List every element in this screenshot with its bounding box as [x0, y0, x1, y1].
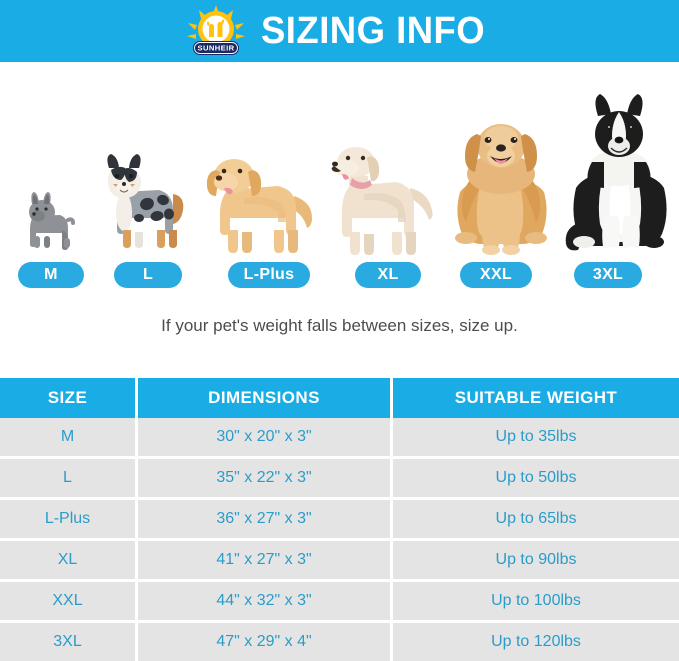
cell-size: 3XL [53, 633, 82, 650]
dog-illustration-strip [0, 62, 679, 258]
dog-border-collie-icon [562, 92, 677, 258]
table-row: XL 41" x 27" x 3" Up to 90lbs [0, 541, 679, 582]
cell-weight: Up to 90lbs [390, 541, 679, 579]
cell-dimensions: 30" x 20" x 3" [135, 418, 390, 456]
cell-dimensions: 44" x 32" x 3" [135, 582, 390, 620]
page-header: SUNHEIR SIZING INFO [0, 0, 679, 62]
dog-golden-retriever-icon [198, 146, 320, 258]
column-header-dimensions: DIMENSIONS [135, 378, 390, 418]
table-row: XXL 44" x 32" x 3" Up to 100lbs [0, 582, 679, 623]
column-header-weight: SUITABLE WEIGHT [390, 378, 679, 418]
sizing-table: SIZE DIMENSIONS SUITABLE WEIGHT M 30" x … [0, 378, 679, 661]
header-inner: SUNHEIR SIZING INFO [185, 5, 495, 57]
sizing-caption: If your pet's weight falls between sizes… [161, 316, 518, 335]
table-row: M 30" x 20" x 3" Up to 35lbs [0, 418, 679, 459]
table-row: L-Plus 36" x 27" x 3" Up to 65lbs [0, 500, 679, 541]
size-badge-row: M L L-Plus XL XXL 3XL [0, 262, 679, 290]
size-badge-l[interactable]: L [114, 262, 182, 288]
cell-size: L [63, 469, 72, 486]
cell-dimensions: 35" x 22" x 3" [135, 459, 390, 497]
table-row: 3XL 47" x 29" x 4" Up to 120lbs [0, 623, 679, 661]
sunburst-logo-icon: SUNHEIR [185, 5, 247, 57]
dog-french-bulldog-icon [12, 180, 90, 258]
svg-text:SUNHEIR: SUNHEIR [197, 43, 234, 52]
dog-golden-retriever-photo-icon [440, 106, 562, 258]
cell-dimensions: 47" x 29" x 4" [135, 623, 390, 661]
size-badge-3xl[interactable]: 3XL [574, 262, 642, 288]
cell-weight: Up to 65lbs [390, 500, 679, 538]
size-badge-xl[interactable]: XL [355, 262, 421, 288]
page-title: SIZING INFO [260, 10, 485, 52]
cell-dimensions: 36" x 27" x 3" [135, 500, 390, 538]
dog-labrador-retriever-icon [322, 130, 437, 258]
cell-weight: Up to 120lbs [390, 623, 679, 661]
cell-size: M [60, 428, 75, 445]
table-header-row: SIZE DIMENSIONS SUITABLE WEIGHT [0, 378, 679, 418]
column-header-size: SIZE [47, 388, 88, 407]
cell-size: XL [57, 551, 78, 568]
cell-dimensions: 41" x 27" x 3" [135, 541, 390, 579]
cell-weight: Up to 35lbs [390, 418, 679, 456]
cell-size: L-Plus [44, 510, 91, 527]
table-row: L 35" x 22" x 3" Up to 50lbs [0, 459, 679, 500]
cell-weight: Up to 50lbs [390, 459, 679, 497]
cell-size: XXL [52, 592, 83, 609]
size-badge-xxl[interactable]: XXL [460, 262, 532, 288]
dog-australian-shepherd-icon [95, 148, 195, 258]
size-badge-l-plus[interactable]: L-Plus [228, 262, 310, 288]
cell-weight: Up to 100lbs [390, 582, 679, 620]
size-badge-m[interactable]: M [18, 262, 84, 288]
